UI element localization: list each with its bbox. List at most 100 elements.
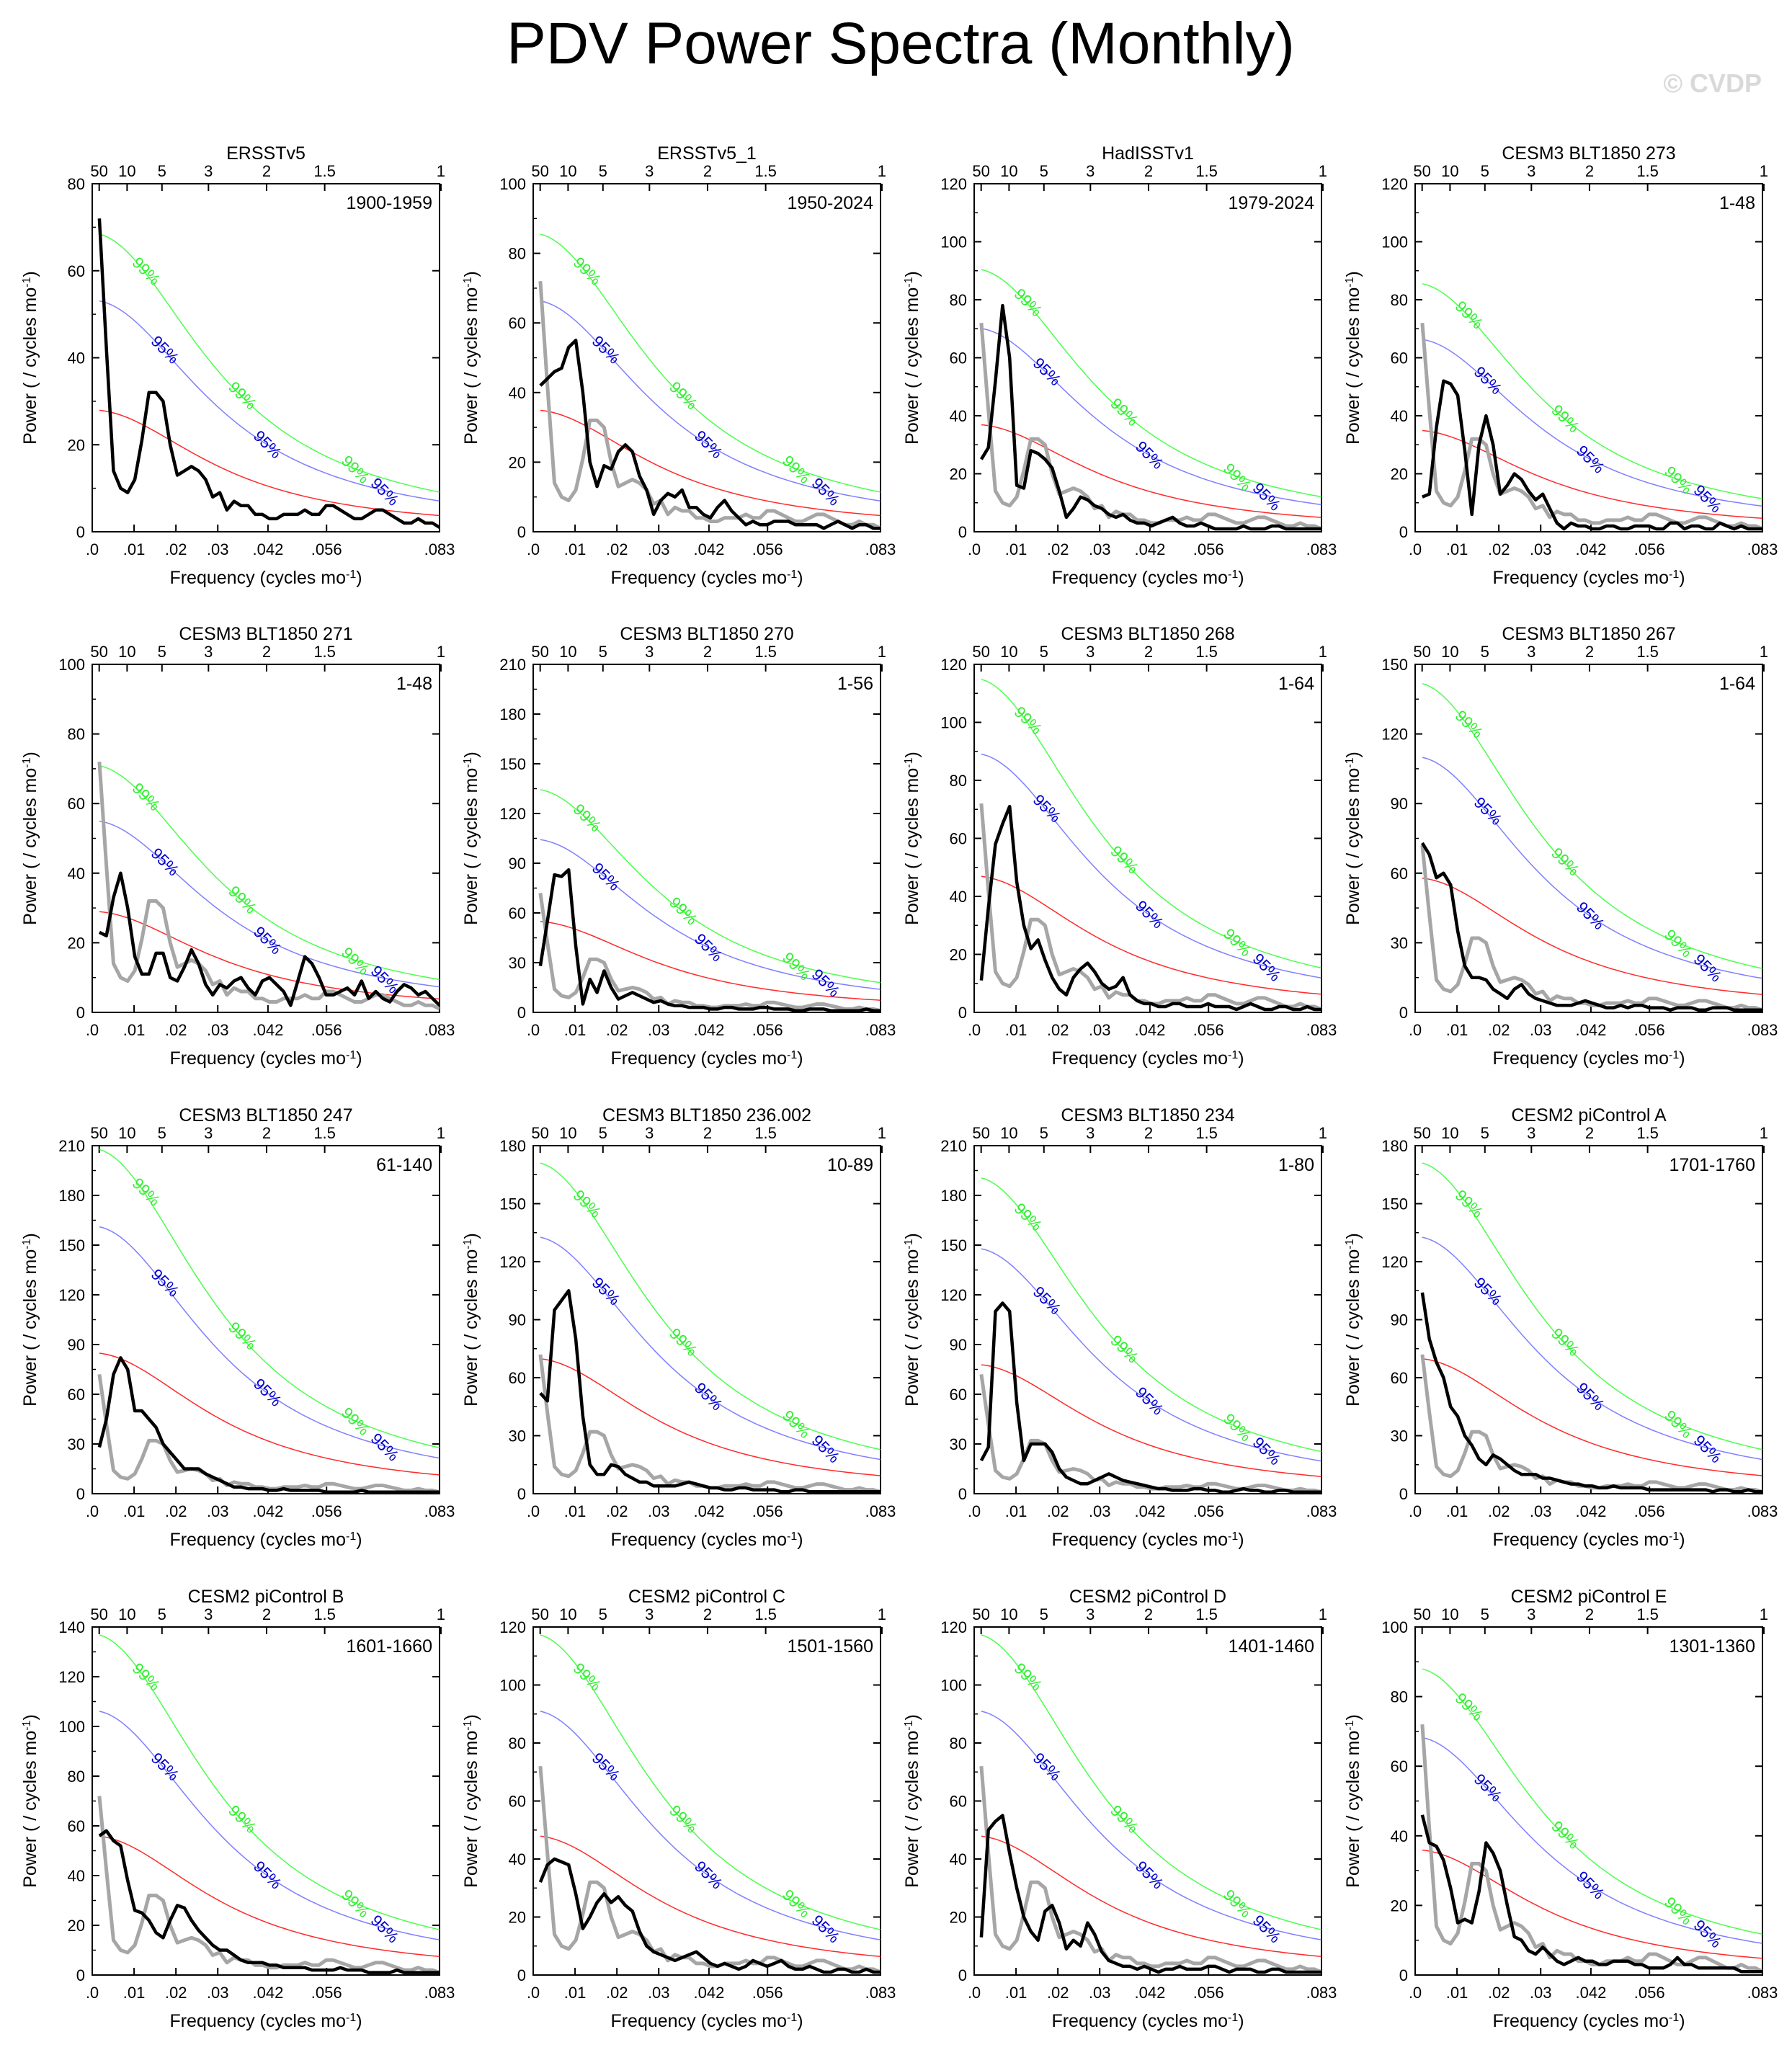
x-tick-label: .02 [1488,1984,1510,2002]
spectrum-line [979,1814,1321,1974]
ci-label: 99% [1661,1407,1696,1442]
ci99-curve [1422,1668,1762,1935]
spectrum-panel: 0 30 60 90 120 150 .0 .01 .02 .03 .042 .056 .083 50 10… [1343,624,1778,1069]
ci95-curve [1422,339,1762,507]
x-tick-label: .02 [606,1502,628,1520]
period-tick-label: 1 [878,1605,886,1623]
y-tick-label: 20 [68,1917,85,1935]
y-tick-label: 120 [1381,726,1408,744]
ci-label: 95% [589,859,624,894]
y-tick-label: 40 [1391,407,1408,425]
y-tick-label: 150 [58,1236,85,1254]
ci-label: 99% [129,779,164,814]
period-tick-label: 2 [1144,1605,1153,1623]
ci-label: 99% [1011,703,1046,738]
ci-label: 95% [1249,1912,1285,1947]
y-tick-label: 180 [58,1187,85,1205]
x-tick-label: .02 [606,1984,628,2002]
y-tick-label: 120 [499,805,526,823]
y-axis-label: Power ( / cycles mo-1) [20,752,40,925]
y-tick-label: 100 [499,1677,526,1695]
y-tick-label: 210 [499,656,526,674]
x-tick-label: .056 [1193,1021,1224,1039]
y-tick-label: 100 [940,1677,967,1695]
ci-label: 95% [808,1912,844,1947]
y-tick-label: 0 [1399,523,1408,541]
curve-group: 99%95%99%95%99%95% [979,1177,1321,1494]
y-tick-label: 100 [1381,1618,1408,1636]
period-tick-label: 1.5 [313,1605,336,1623]
spectrum-line [979,1301,1321,1494]
x-axis-label: Frequency (cycles mo-1) [169,1048,362,1069]
period-tick-label: 2 [1585,643,1594,661]
curve-group: 99%95%99%95%99%95% [979,269,1321,531]
spectrum-line [979,303,1321,531]
period-tick-label: 5 [158,1124,166,1142]
ci-label: 99% [1011,285,1046,320]
y-tick-label: 0 [958,1966,967,1984]
ci-label: 95% [148,332,183,367]
x-axis-label: Frequency (cycles mo-1) [1051,568,1244,588]
y-tick-label: 40 [68,1867,85,1885]
ci95-curve [99,1711,440,1940]
x-tick-label: .083 [1306,1502,1337,1520]
period-tick-label: 2 [262,1124,271,1142]
period-tick-label: 5 [1040,643,1048,661]
ci-label: 95% [1249,479,1285,514]
x-tick-label: .01 [1446,1502,1468,1520]
ci-label: 95% [250,923,285,958]
y-tick-label: 20 [950,1909,967,1927]
period-tick-label: 1 [878,162,886,180]
red-noise-curve [540,1835,881,1958]
x-tick-label: .056 [1634,1021,1665,1039]
x-tick-label: .042 [1134,1984,1165,2002]
figure-title: PDV Power Spectra (Monthly) [507,11,1295,76]
x-axis-label: Frequency (cycles mo-1) [169,2011,362,2031]
x-tick-label: .03 [1089,1021,1111,1039]
period-tick-label: 50 [531,162,548,180]
period-tick-label: 50 [90,1124,107,1142]
x-tick-label: .0 [968,1502,981,1520]
period-tick-label: 3 [1086,643,1095,661]
x-tick-label: .01 [1446,1984,1468,2002]
period-tick-label: 50 [972,1605,989,1623]
period-tick-label: 2 [1144,162,1153,180]
y-tick-label: 80 [68,1768,85,1786]
x-axis-label: Frequency (cycles mo-1) [169,568,362,588]
period-tick-label: 5 [1040,162,1048,180]
x-tick-label: .083 [1306,1984,1337,2002]
x-tick-label: .083 [865,1502,896,1520]
x-tick-label: .02 [165,1984,187,2002]
spectrum-line [1420,842,1762,1012]
ci99-curve [981,1634,1321,1930]
x-tick-label: .03 [1530,540,1552,558]
y-tick-label: 90 [68,1336,85,1354]
y-tick-label: 60 [950,830,967,848]
x-tick-label: .03 [1089,540,1111,558]
x-tick-label: .0 [1409,1984,1422,2002]
period-tick-label: 2 [1585,162,1594,180]
x-tick-label: .056 [1193,1984,1224,2002]
y-axis-label: Power ( / cycles mo-1) [20,271,40,445]
spectrum-panel: 0306090120150180.0.01.02.03.042.056.0835… [461,1105,896,1550]
y-tick-label: 100 [1381,233,1408,251]
period-tick-label: 50 [1413,1124,1430,1142]
period-tick-label: 1 [878,643,886,661]
panel-years: 1-56 [837,674,873,694]
ci95-curve [540,1711,881,1940]
x-tick-label: .02 [165,1502,187,1520]
period-tick-label: 3 [1527,162,1535,180]
red-noise-curve [540,1358,881,1476]
period-tick-label: 3 [645,1605,654,1623]
reference-spectrum [538,1765,881,1974]
x-tick-label: .056 [311,540,342,558]
x-tick-label: .042 [252,1502,283,1520]
y-tick-label: 40 [1391,1827,1408,1845]
spectrum-panel: 0 20 40 60 80 100 120 140 .0 .01 .02 .03 .042 .056 .08… [20,1587,455,2031]
period-tick-label: 5 [158,643,166,661]
x-tick-label: .03 [207,1502,229,1520]
y-tick-label: 60 [950,1386,967,1404]
x-axis-label: Frequency (cycles mo-1) [1492,1048,1685,1069]
y-tick-label: 30 [68,1435,85,1453]
period-tick-label: 2 [703,1124,712,1142]
